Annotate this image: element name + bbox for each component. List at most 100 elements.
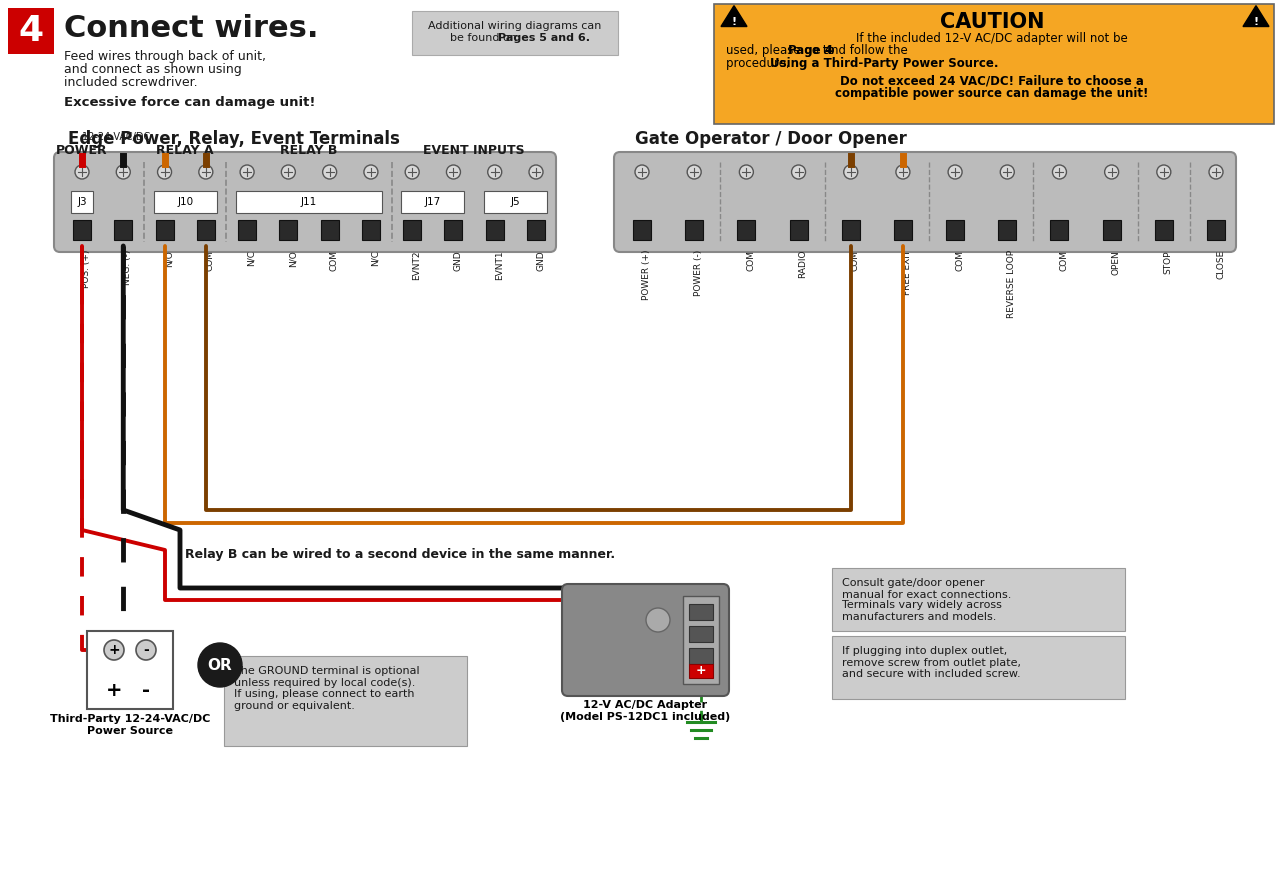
FancyBboxPatch shape: [527, 220, 545, 240]
Text: CAUTION: CAUTION: [940, 12, 1044, 32]
FancyBboxPatch shape: [832, 568, 1125, 631]
Circle shape: [198, 165, 212, 179]
Circle shape: [282, 165, 296, 179]
Circle shape: [241, 165, 255, 179]
Circle shape: [635, 165, 649, 179]
FancyBboxPatch shape: [689, 626, 713, 642]
Text: J10: J10: [177, 197, 193, 207]
Text: Third-Party 12-24-VAC/DC
Power Source: Third-Party 12-24-VAC/DC Power Source: [50, 714, 210, 735]
Text: Excessive force can damage unit!: Excessive force can damage unit!: [64, 96, 315, 109]
Text: be found on: be found on: [451, 33, 521, 43]
Text: STOP: STOP: [1164, 250, 1172, 273]
Circle shape: [104, 640, 124, 660]
Text: Additional wiring diagrams can: Additional wiring diagrams can: [429, 21, 602, 31]
Text: Pages 5 and 6.: Pages 5 and 6.: [498, 33, 590, 43]
FancyBboxPatch shape: [224, 656, 467, 746]
Circle shape: [136, 640, 156, 660]
Text: J3: J3: [77, 197, 87, 207]
FancyBboxPatch shape: [403, 220, 421, 240]
FancyBboxPatch shape: [73, 220, 91, 240]
Text: N/O: N/O: [288, 250, 297, 266]
Text: Gate Operator / Door Opener: Gate Operator / Door Opener: [635, 130, 906, 148]
Text: Relay B can be wired to a second device in the same manner.: Relay B can be wired to a second device …: [184, 548, 616, 561]
Text: included screwdriver.: included screwdriver.: [64, 76, 197, 89]
Text: Consult gate/door opener
manual for exact connections.: Consult gate/door opener manual for exac…: [842, 578, 1011, 600]
Text: Connect wires.: Connect wires.: [64, 14, 319, 43]
FancyBboxPatch shape: [8, 8, 54, 54]
FancyBboxPatch shape: [320, 220, 339, 240]
Circle shape: [948, 165, 963, 179]
Text: procedure,: procedure,: [726, 57, 794, 70]
FancyBboxPatch shape: [946, 220, 964, 240]
FancyBboxPatch shape: [485, 220, 504, 240]
Circle shape: [76, 165, 90, 179]
Text: J5: J5: [511, 197, 520, 207]
Circle shape: [646, 608, 669, 632]
Text: 12-V AC/DC Adapter
(Model PS-12DC1 included): 12-V AC/DC Adapter (Model PS-12DC1 inclu…: [559, 700, 730, 721]
FancyBboxPatch shape: [842, 220, 860, 240]
Text: Page 4: Page 4: [788, 44, 833, 57]
FancyBboxPatch shape: [1155, 220, 1172, 240]
Text: FREE EXIT: FREE EXIT: [902, 250, 911, 296]
FancyBboxPatch shape: [689, 604, 713, 620]
Circle shape: [844, 165, 858, 179]
FancyBboxPatch shape: [484, 191, 547, 213]
Text: POS. (+): POS. (+): [82, 250, 91, 289]
Text: RELAY A: RELAY A: [156, 144, 214, 157]
FancyBboxPatch shape: [562, 584, 730, 696]
Text: NEG. (-): NEG. (-): [123, 250, 132, 285]
Text: RADIO: RADIO: [799, 250, 808, 279]
Text: COM: COM: [206, 250, 215, 271]
Text: compatible power source can damage the unit!: compatible power source can damage the u…: [836, 87, 1148, 100]
Text: GND: GND: [453, 250, 462, 271]
FancyBboxPatch shape: [1207, 220, 1225, 240]
FancyBboxPatch shape: [714, 4, 1274, 124]
FancyBboxPatch shape: [684, 596, 719, 684]
Text: CLOSE: CLOSE: [1216, 250, 1225, 280]
Text: COM: COM: [746, 250, 755, 271]
Circle shape: [157, 165, 172, 179]
Circle shape: [116, 165, 131, 179]
Text: GND: GND: [536, 250, 545, 271]
Text: J17: J17: [425, 197, 440, 207]
Circle shape: [488, 165, 502, 179]
FancyBboxPatch shape: [685, 220, 703, 240]
Circle shape: [406, 165, 419, 179]
FancyBboxPatch shape: [114, 220, 132, 240]
Text: COM: COM: [330, 250, 339, 271]
FancyBboxPatch shape: [634, 220, 652, 240]
Text: N/C: N/C: [247, 250, 256, 266]
Text: -: -: [143, 643, 148, 657]
FancyBboxPatch shape: [689, 648, 713, 664]
Text: Edge Power, Relay, Event Terminals: Edge Power, Relay, Event Terminals: [68, 130, 399, 148]
Text: EVNT1: EVNT1: [495, 250, 504, 280]
FancyBboxPatch shape: [614, 152, 1236, 252]
Text: COM: COM: [1060, 250, 1069, 271]
FancyBboxPatch shape: [70, 191, 93, 213]
FancyBboxPatch shape: [737, 220, 755, 240]
Text: Do not exceed 24 VAC/DC! Failure to choose a: Do not exceed 24 VAC/DC! Failure to choo…: [840, 74, 1144, 87]
Circle shape: [447, 165, 461, 179]
FancyBboxPatch shape: [54, 152, 556, 252]
FancyBboxPatch shape: [362, 220, 380, 240]
FancyBboxPatch shape: [279, 220, 297, 240]
Circle shape: [1000, 165, 1014, 179]
Text: If plugging into duplex outlet,
remove screw from outlet plate,
and secure with : If plugging into duplex outlet, remove s…: [842, 646, 1021, 679]
Text: Feed wires through back of unit,: Feed wires through back of unit,: [64, 50, 266, 63]
Text: +: +: [106, 681, 123, 699]
Circle shape: [198, 643, 242, 687]
Circle shape: [529, 165, 543, 179]
Text: EVNT2: EVNT2: [412, 250, 421, 280]
Text: POWER: POWER: [56, 144, 108, 157]
FancyBboxPatch shape: [689, 664, 713, 678]
Text: COM: COM: [851, 250, 860, 271]
Text: EVENT INPUTS: EVENT INPUTS: [424, 144, 525, 157]
FancyBboxPatch shape: [412, 11, 618, 55]
FancyBboxPatch shape: [156, 220, 174, 240]
FancyBboxPatch shape: [1051, 220, 1069, 240]
Text: used, please go to: used, please go to: [726, 44, 838, 57]
Text: 4: 4: [18, 14, 44, 48]
Text: !: !: [731, 17, 736, 27]
Circle shape: [1105, 165, 1119, 179]
Text: POWER (-): POWER (-): [694, 250, 703, 296]
